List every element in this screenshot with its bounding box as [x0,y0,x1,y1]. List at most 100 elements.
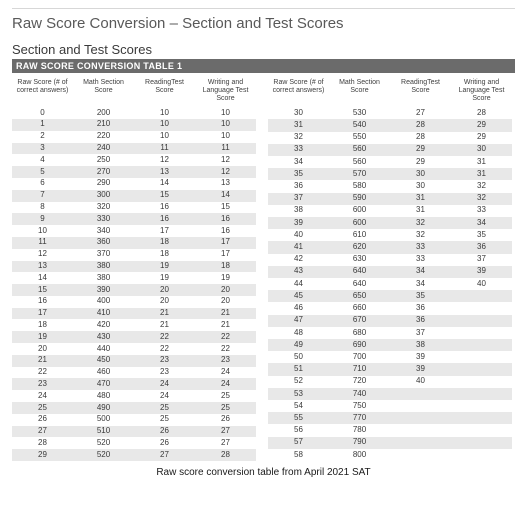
table-cell: 570 [329,168,390,180]
table-cell: 650 [329,290,390,302]
table-row: 214502323 [12,355,256,367]
table-cell: 640 [329,266,390,278]
table-cell: 500 [73,414,134,426]
table-cell: 18 [12,319,73,331]
table-cell: 10 [195,119,256,131]
table-cell: 32 [451,193,512,205]
table-cell: 15 [134,190,195,202]
table-row: 4565035 [268,290,512,302]
table-row: 315402829 [268,119,512,131]
table-cell: 530 [329,107,390,119]
table-cell: 31 [390,193,451,205]
table-cell: 420 [73,319,134,331]
table-cell: 23 [12,378,73,390]
table-cell: 22 [12,367,73,379]
table-row: 416203336 [268,241,512,253]
table-cell: 720 [329,376,390,388]
table-cell: 13 [195,178,256,190]
table-cell: 10 [134,131,195,143]
table-row: 02001010 [12,107,256,119]
table-row: 355703031 [268,168,512,180]
table-cell: 750 [329,400,390,412]
col-writing-lang-test: Writing and Language Test Score [451,77,512,107]
table-cell: 630 [329,254,390,266]
table-row: 4666036 [268,302,512,314]
table-row: 406103235 [268,229,512,241]
table-row: 42501212 [12,154,256,166]
table-row: 53740 [268,388,512,400]
table-cell: 660 [329,302,390,314]
table-cell [451,327,512,339]
table-cell: 23 [195,355,256,367]
table-cell: 58 [268,449,329,461]
table-cell: 18 [134,249,195,261]
table-cell: 8 [12,202,73,214]
table-cell: 5 [12,166,73,178]
table-cell: 40 [451,278,512,290]
col-raw-score: Raw Score (# of correct answers) [12,77,73,107]
table-cell: 29 [390,144,451,156]
table-cell: 31 [451,168,512,180]
table-row: 426303337 [268,254,512,266]
table-cell: 43 [268,266,329,278]
table-cell: 10 [134,107,195,119]
table-cell: 800 [329,449,390,461]
table-cell: 380 [73,261,134,273]
table-cell: 430 [73,331,134,343]
table-cell: 27 [195,426,256,438]
table-cell: 12 [195,154,256,166]
table-cell: 39 [390,363,451,375]
table-cell: 29 [390,156,451,168]
table-row: 54750 [268,400,512,412]
table-row: 254902525 [12,402,256,414]
table-cell [451,339,512,351]
table-cell: 490 [73,402,134,414]
table-cell [451,376,512,388]
table-row: 446403440 [268,278,512,290]
table-cell: 6 [12,178,73,190]
table-cell: 10 [195,131,256,143]
table-cell: 410 [73,308,134,320]
table-cell: 36 [268,180,329,192]
table-cell: 40 [390,376,451,388]
table-row: 12101010 [12,119,256,131]
table-cell: 210 [73,119,134,131]
table-cell: 55 [268,412,329,424]
table-cell: 300 [73,190,134,202]
table-cell: 19 [134,261,195,273]
table-cell: 450 [73,355,134,367]
table-row: 4767036 [268,315,512,327]
table-row: 32401111 [12,143,256,155]
table-cell: 550 [329,132,390,144]
table-cell: 33 [390,254,451,266]
table-cell: 680 [329,327,390,339]
table-cell: 270 [73,166,134,178]
table-cell: 26 [12,414,73,426]
table-cell: 21 [195,319,256,331]
table-row: 386003133 [268,205,512,217]
table-cell [451,302,512,314]
table-cell: 30 [451,144,512,156]
table-cell: 19 [12,331,73,343]
table-cell: 24 [12,390,73,402]
table-row: 58800 [268,449,512,461]
table-cell: 1 [12,119,73,131]
conversion-table-left: Raw Score (# of correct answers) Math Se… [12,77,256,461]
table-cell: 370 [73,249,134,261]
table-cell [451,290,512,302]
table-cell: 33 [451,205,512,217]
table-row: 55770 [268,412,512,424]
table-row: 436403439 [268,266,512,278]
page: Raw Score Conversion – Section and Test … [0,0,527,488]
table-cell: 24 [195,378,256,390]
table-cell: 23 [134,355,195,367]
table-cell: 15 [195,202,256,214]
table-cell: 35 [451,229,512,241]
table-cell [390,424,451,436]
table-row: 133801918 [12,261,256,273]
table-cell: 520 [73,449,134,461]
table-cell: 39 [451,266,512,278]
table-cell: 36 [390,302,451,314]
table-row: 5171039 [268,363,512,375]
table-row: 4868037 [268,327,512,339]
